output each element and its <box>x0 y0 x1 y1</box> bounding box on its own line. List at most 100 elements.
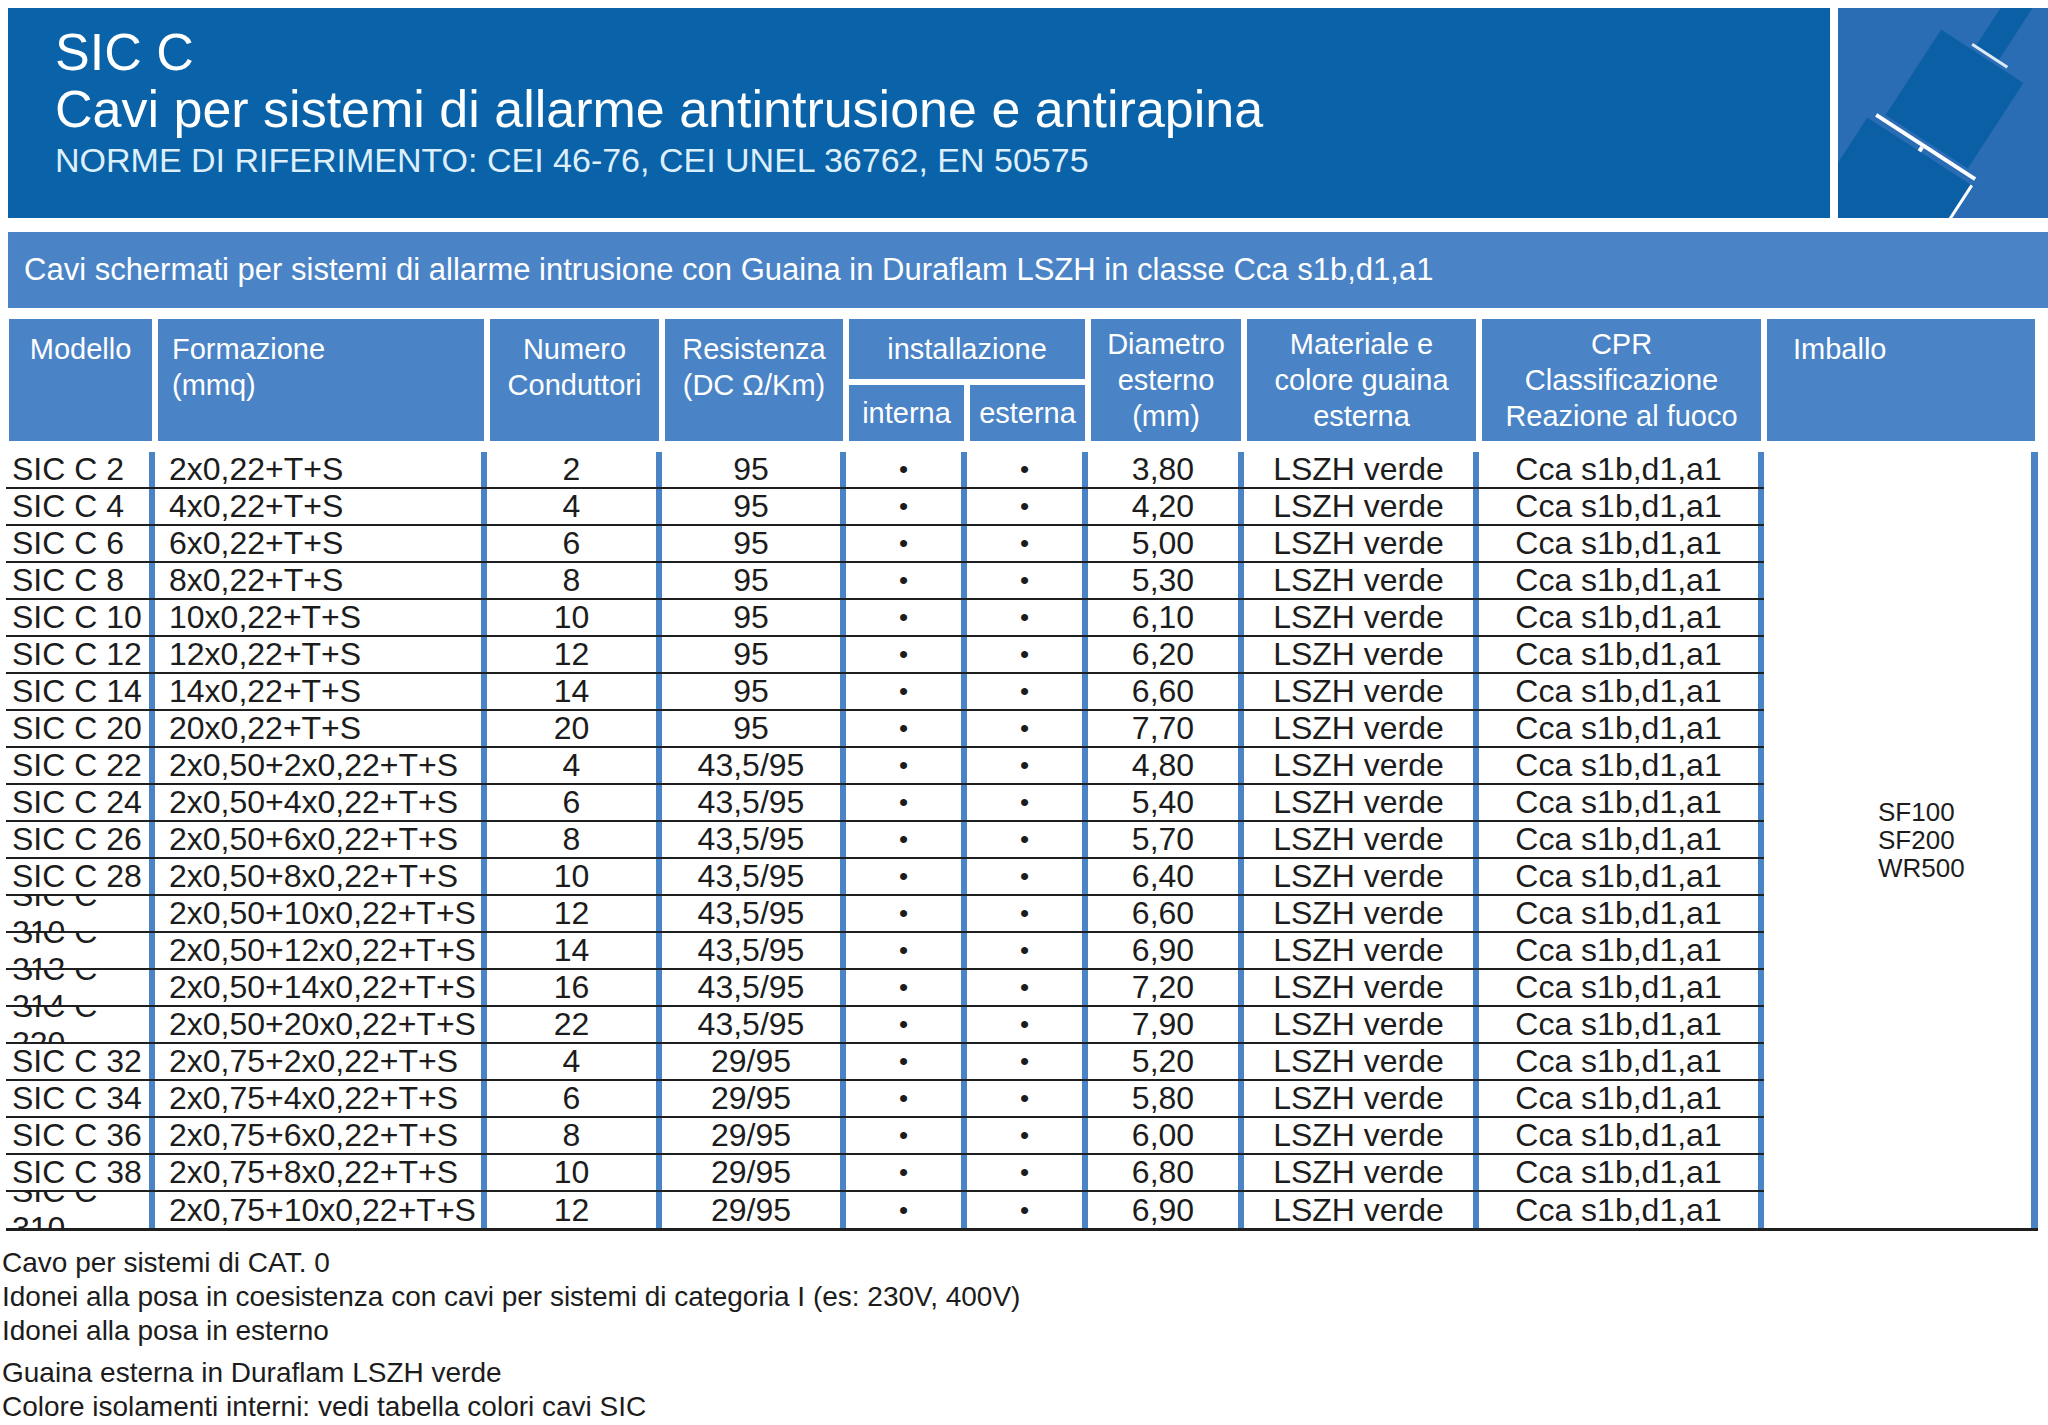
table-row: SIC C 282x0,50+8x0,22+T+S1043,5/95••6,40… <box>6 859 1764 896</box>
cell-diameter: 6,90 <box>1088 1192 1244 1228</box>
cell-install-esterna: • <box>967 563 1088 598</box>
cell-conductors: 6 <box>487 785 662 820</box>
cell-install-interna: • <box>846 1155 967 1190</box>
imballo-code: SF200 <box>1878 826 2031 854</box>
note-line: Cavo per sistemi di CAT. 0 <box>2 1246 1020 1280</box>
cell-diameter: 5,30 <box>1088 563 1244 598</box>
cell-cpr: Cca s1b,d1,a1 <box>1479 1007 1764 1042</box>
table-rows: SIC C 22x0,22+T+S295••3,80LSZH verdeCca … <box>6 452 1764 1228</box>
cell-cpr: Cca s1b,d1,a1 <box>1479 1081 1764 1116</box>
cell-diameter: 7,90 <box>1088 1007 1244 1042</box>
cell-model: SIC C 4 <box>6 489 155 524</box>
cell-resistance: 43,5/95 <box>662 859 846 894</box>
cell-conductors: 14 <box>487 674 662 709</box>
cell-cpr: Cca s1b,d1,a1 <box>1479 452 1764 487</box>
cell-model: SIC C 214 <box>6 970 155 1005</box>
cell-conductors: 4 <box>487 1044 662 1079</box>
cell-cpr: Cca s1b,d1,a1 <box>1479 1155 1764 1190</box>
cell-cpr: Cca s1b,d1,a1 <box>1479 859 1764 894</box>
cell-install-interna: • <box>846 785 967 820</box>
cell-sheath: LSZH verde <box>1244 859 1479 894</box>
table-row: SIC C 362x0,75+6x0,22+T+S829/95••6,00LSZ… <box>6 1118 1764 1155</box>
cell-conductors: 4 <box>487 489 662 524</box>
cell-install-interna: • <box>846 563 967 598</box>
cell-diameter: 6,60 <box>1088 674 1244 709</box>
cell-diameter: 6,20 <box>1088 637 1244 672</box>
table-row: SIC C 22x0,22+T+S295••3,80LSZH verdeCca … <box>6 452 1764 489</box>
cell-sheath: LSZH verde <box>1244 563 1479 598</box>
cell-sheath: LSZH verde <box>1244 1044 1479 1079</box>
cell-formation: 14x0,22+T+S <box>155 674 487 709</box>
cell-resistance: 43,5/95 <box>662 970 846 1005</box>
cell-install-interna: • <box>846 859 967 894</box>
cable-illustration <box>1838 8 2048 218</box>
cell-cpr: Cca s1b,d1,a1 <box>1479 563 1764 598</box>
cell-resistance: 43,5/95 <box>662 1007 846 1042</box>
cell-cpr: Cca s1b,d1,a1 <box>1479 674 1764 709</box>
cell-sheath: LSZH verde <box>1244 452 1479 487</box>
cell-model: SIC C 14 <box>6 674 155 709</box>
cell-diameter: 5,70 <box>1088 822 1244 857</box>
cell-model: SIC C 22 <box>6 748 155 783</box>
cell-formation: 12x0,22+T+S <box>155 637 487 672</box>
cell-formation: 2x0,22+T+S <box>155 452 487 487</box>
table-row: SIC C 66x0,22+T+S695••5,00LSZH verdeCca … <box>6 526 1764 563</box>
cell-conductors: 8 <box>487 563 662 598</box>
cell-formation: 2x0,75+4x0,22+T+S <box>155 1081 487 1116</box>
cell-sheath: LSZH verde <box>1244 637 1479 672</box>
note-line: Idonei alla posa in esterno <box>2 1314 1020 1348</box>
cell-conductors: 14 <box>487 933 662 968</box>
cell-sheath: LSZH verde <box>1244 785 1479 820</box>
cell-conductors: 16 <box>487 970 662 1005</box>
cell-resistance: 43,5/95 <box>662 896 846 931</box>
table-row: SIC C 44x0,22+T+S495••4,20LSZH verdeCca … <box>6 489 1764 526</box>
cell-install-interna: • <box>846 711 967 746</box>
cell-conductors: 10 <box>487 600 662 635</box>
cell-install-interna: • <box>846 526 967 561</box>
cell-resistance: 43,5/95 <box>662 785 846 820</box>
cell-formation: 10x0,22+T+S <box>155 600 487 635</box>
cell-resistance: 29/95 <box>662 1081 846 1116</box>
col-header-interna: interna <box>846 382 967 444</box>
col-header-resistenza: Resistenza (DC Ω/Km) <box>662 316 846 444</box>
cell-install-esterna: • <box>967 1007 1088 1042</box>
cell-install-esterna: • <box>967 1155 1088 1190</box>
cell-install-esterna: • <box>967 1192 1088 1228</box>
cell-formation: 2x0,75+8x0,22+T+S <box>155 1155 487 1190</box>
cell-install-esterna: • <box>967 600 1088 635</box>
cell-install-esterna: • <box>967 489 1088 524</box>
cell-model: SIC C 212 <box>6 933 155 968</box>
cell-cpr: Cca s1b,d1,a1 <box>1479 785 1764 820</box>
cell-resistance: 43,5/95 <box>662 933 846 968</box>
cell-model: SIC C 38 <box>6 1155 155 1190</box>
cell-conductors: 6 <box>487 526 662 561</box>
cable-table: Modello Formazione (mmq) Numero Condutto… <box>6 316 2038 1231</box>
footer-notes: Cavo per sistemi di CAT. 0 Idonei alla p… <box>2 1246 1020 1424</box>
cell-diameter: 6,40 <box>1088 859 1244 894</box>
cell-cpr: Cca s1b,d1,a1 <box>1479 896 1764 931</box>
cell-model: SIC C 8 <box>6 563 155 598</box>
cell-diameter: 7,70 <box>1088 711 1244 746</box>
cell-install-interna: • <box>846 933 967 968</box>
cell-sheath: LSZH verde <box>1244 526 1479 561</box>
cell-cpr: Cca s1b,d1,a1 <box>1479 637 1764 672</box>
cell-install-interna: • <box>846 674 967 709</box>
cell-install-esterna: • <box>967 711 1088 746</box>
cell-install-esterna: • <box>967 970 1088 1005</box>
cell-cpr: Cca s1b,d1,a1 <box>1479 970 1764 1005</box>
table-body: SIC C 22x0,22+T+S295••3,80LSZH verdeCca … <box>6 452 2038 1231</box>
col-header-imballo: Imballo <box>1764 316 2038 444</box>
cell-install-interna: • <box>846 896 967 931</box>
cell-model: SIC C 12 <box>6 637 155 672</box>
table-row: SIC C 322x0,75+2x0,22+T+S429/95••5,20LSZ… <box>6 1044 1764 1081</box>
cell-model: SIC C 10 <box>6 600 155 635</box>
imballo-code: WR500 <box>1878 854 2031 882</box>
cell-sheath: LSZH verde <box>1244 1081 1479 1116</box>
cell-install-interna: • <box>846 1081 967 1116</box>
col-header-diametro: Diametro esterno (mm) <box>1088 316 1244 444</box>
cell-diameter: 3,80 <box>1088 452 1244 487</box>
cell-formation: 2x0,75+6x0,22+T+S <box>155 1118 487 1153</box>
cell-install-interna: • <box>846 489 967 524</box>
cell-sheath: LSZH verde <box>1244 822 1479 857</box>
cell-formation: 2x0,50+4x0,22+T+S <box>155 785 487 820</box>
